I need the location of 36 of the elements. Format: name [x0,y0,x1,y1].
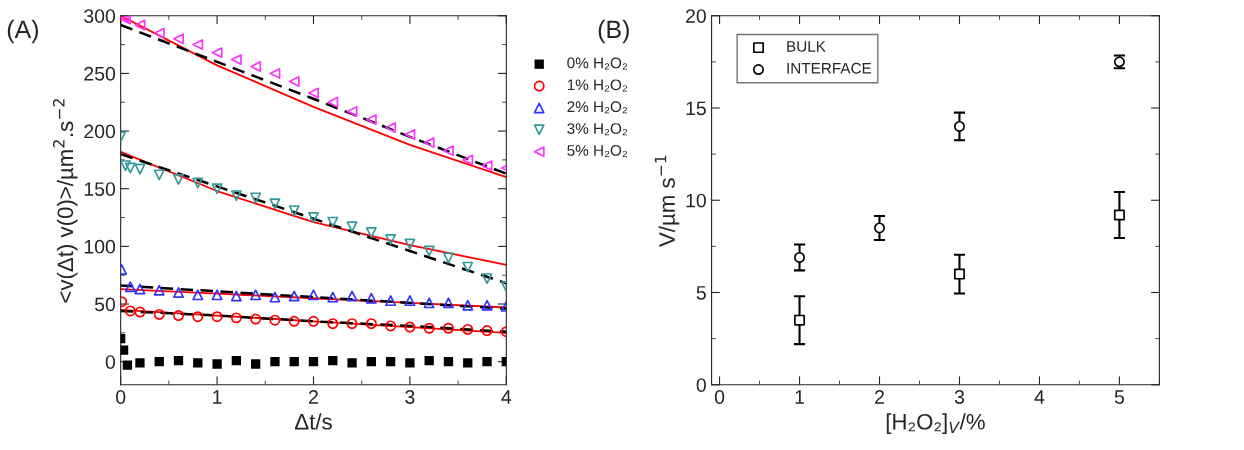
x-tick-label: 2 [309,390,318,404]
legend-label: BULK [787,41,826,52]
y-tick-label: 10 [686,193,706,208]
x-axis-title: [H₂O₂]$_{V}$/% [886,413,985,435]
legend-label: 0% H₂O₂ [567,57,628,70]
legend-label: 1% H₂O₂ [567,79,628,92]
x-tick-label: 0 [714,390,725,404]
legend-label: 2% H₂O₂ [567,101,628,114]
x-tick-label: 1 [213,390,222,404]
x-axis-title: Δt/s [295,413,332,430]
y-tick-label: 5 [696,286,706,300]
y-tick-label: 20 [686,9,706,23]
x-tick-label: 3 [954,390,965,404]
y-tick-label: 15 [686,101,706,116]
y-tick-label: 100 [84,239,116,254]
text: (B) [598,19,629,44]
y-tick-label: 250 [84,66,116,81]
x-tick-label: 5 [1114,390,1125,404]
text: (A) [7,19,38,44]
y-axis-title: V/µm s$^{−1}$ [654,155,680,247]
legend-label: 3% H₂O₂ [567,123,628,136]
y-tick-label: 200 [84,124,116,139]
y-axis-title: <v(Δt) v(0)>/µm$^{2}$.s$^{−2}$ [52,99,78,303]
y-tick-label: 0 [696,378,706,392]
legend-label: 5% H₂O₂ [567,145,628,158]
x-tick-label: 2 [875,390,884,404]
y-tick-label: 50 [94,297,116,312]
y-tick-label: 300 [84,9,116,23]
x-tick-label: 4 [501,390,512,404]
y-tick-label: 150 [84,182,116,196]
legend-label: INTERFACE [787,62,872,74]
x-tick-label: 4 [1034,390,1045,404]
x-tick-label: 3 [405,390,415,404]
x-tick-label: 0 [116,390,126,404]
y-tick-label: 0 [105,355,116,369]
x-tick-label: 1 [795,390,804,404]
